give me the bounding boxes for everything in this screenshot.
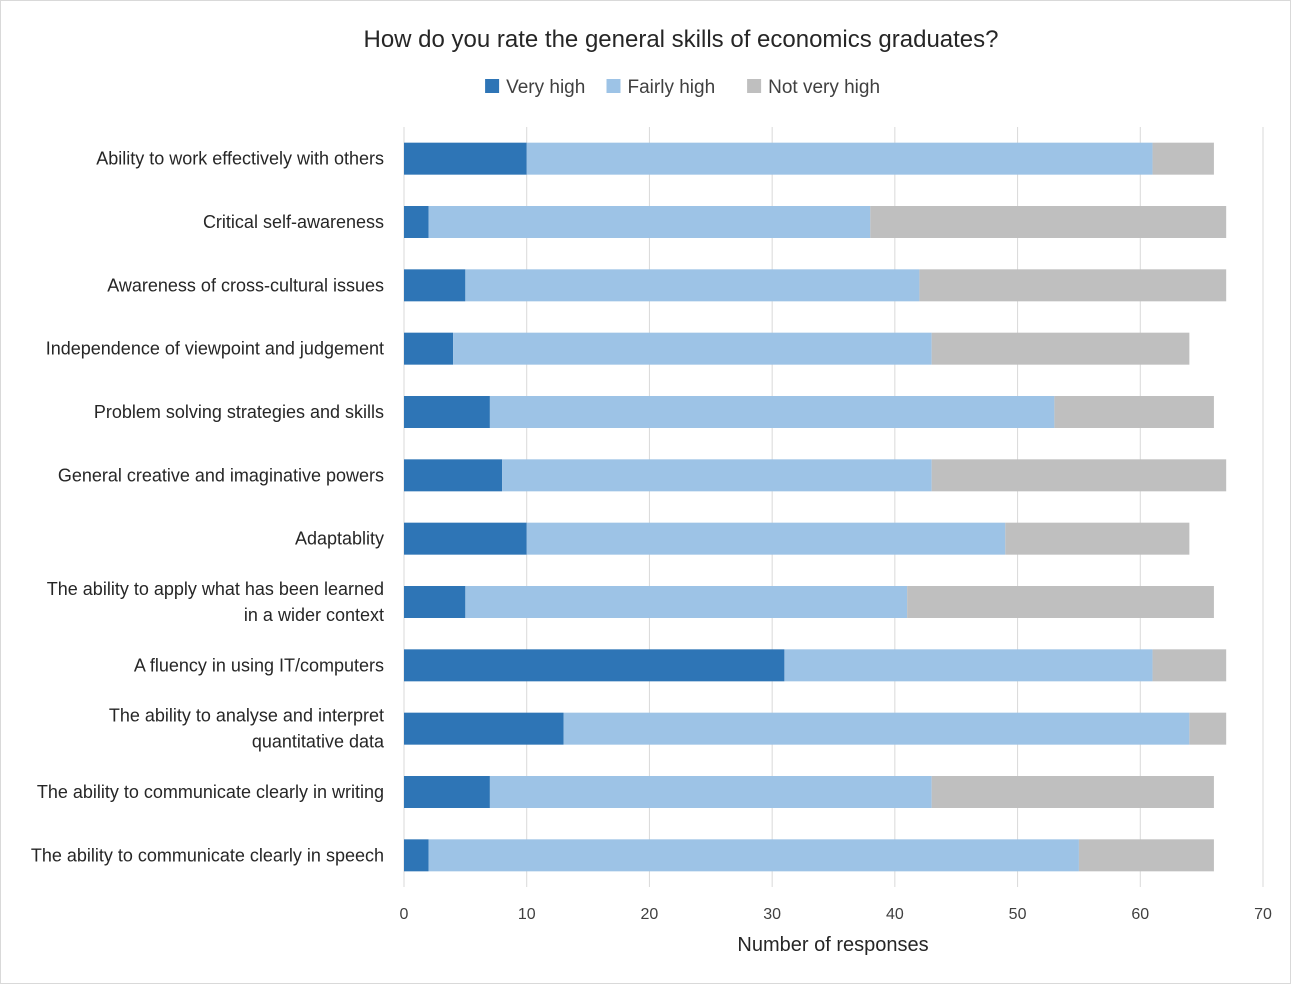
x-tick-label: 40 bbox=[886, 906, 904, 923]
x-tick-label: 10 bbox=[518, 906, 536, 923]
bar-segment-3 bbox=[919, 269, 1227, 302]
x-axis-tick-labels: 0 10 20 30 40 50 60 70 bbox=[400, 906, 1272, 923]
bar-segment-1 bbox=[404, 776, 490, 808]
bar-segment-3 bbox=[1078, 839, 1214, 872]
category-label: Critical self-awareness bbox=[203, 212, 384, 232]
category-label: General creative and imaginative powers bbox=[58, 465, 384, 485]
bar-segment-1 bbox=[404, 522, 527, 555]
bar-segment-1 bbox=[404, 649, 785, 682]
bar-segment-1 bbox=[404, 839, 429, 872]
bar-segment-3 bbox=[1152, 142, 1214, 175]
legend: Very high Fairly high Not very high bbox=[485, 77, 880, 98]
category-label: The ability to apply what has been learn… bbox=[47, 579, 384, 625]
x-tick-label: 30 bbox=[763, 906, 781, 923]
bar-segment-2 bbox=[453, 332, 932, 365]
bar-segment-1 bbox=[404, 396, 490, 428]
category-label: Problem solving strategies and skills bbox=[94, 402, 384, 422]
category-label: The ability to communicate clearly in wr… bbox=[37, 782, 384, 802]
x-tick-label: 70 bbox=[1254, 906, 1272, 923]
bar-segment-2 bbox=[502, 459, 932, 492]
category-label: A fluency in using IT/computers bbox=[134, 655, 384, 675]
chart-title: How do you rate the general skills of ec… bbox=[363, 26, 998, 53]
legend-label: Very high bbox=[506, 77, 585, 98]
bar-segment-1 bbox=[404, 586, 466, 618]
x-tick-label: 50 bbox=[1009, 906, 1027, 923]
bar-segment-2 bbox=[526, 142, 1153, 175]
category-label: Adaptablity bbox=[295, 529, 384, 549]
bar-segment-2 bbox=[465, 586, 908, 618]
legend-swatch-2 bbox=[606, 79, 621, 93]
x-tick-label: 20 bbox=[641, 906, 659, 923]
x-tick-label: 0 bbox=[400, 906, 409, 923]
category-label: The ability to communicate clearly in sp… bbox=[31, 845, 384, 865]
bar-segment-2 bbox=[428, 206, 871, 238]
gridlines bbox=[403, 127, 1264, 887]
legend-swatch-1 bbox=[485, 79, 500, 93]
bar-segment-1 bbox=[404, 269, 466, 302]
category-label: The ability to analyse and interpret quan… bbox=[109, 706, 385, 752]
bar-segment-1 bbox=[404, 332, 454, 365]
category-label: Ability to work effectively with others bbox=[96, 149, 384, 169]
bar-segment-3 bbox=[1189, 712, 1227, 745]
bar-segment-3 bbox=[931, 776, 1214, 808]
bar-segment-2 bbox=[489, 396, 1055, 428]
bar-segment-3 bbox=[1054, 396, 1214, 428]
category-labels: Ability to work effectively with others C… bbox=[31, 149, 385, 866]
bar-segment-3 bbox=[1005, 522, 1190, 555]
bar-segment-3 bbox=[907, 586, 1214, 618]
bar-segment-3 bbox=[1152, 649, 1227, 682]
bar-segment-2 bbox=[465, 269, 920, 302]
x-tick-label: 60 bbox=[1131, 906, 1149, 923]
bar-segment-3 bbox=[870, 206, 1227, 238]
bars bbox=[404, 142, 1227, 872]
category-label: Awareness of cross-cultural issues bbox=[107, 275, 384, 295]
legend-label: Fairly high bbox=[628, 77, 716, 98]
bar-segment-1 bbox=[404, 142, 527, 175]
bar-segment-2 bbox=[563, 712, 1190, 745]
legend-swatch-3 bbox=[747, 79, 762, 93]
bar-segment-2 bbox=[526, 522, 1006, 555]
bar-segment-3 bbox=[931, 332, 1190, 365]
legend-label: Not very high bbox=[768, 77, 880, 98]
category-label: Independence of viewpoint and judgement bbox=[46, 339, 384, 359]
bar-segment-2 bbox=[428, 839, 1079, 872]
bar-segment-1 bbox=[404, 206, 429, 238]
x-axis-title: Number of responses bbox=[737, 934, 928, 956]
bar-segment-3 bbox=[931, 459, 1227, 492]
bar-segment-1 bbox=[404, 459, 503, 492]
bar-segment-2 bbox=[784, 649, 1153, 682]
bar-segment-2 bbox=[489, 776, 932, 808]
bar-segment-1 bbox=[404, 712, 564, 745]
